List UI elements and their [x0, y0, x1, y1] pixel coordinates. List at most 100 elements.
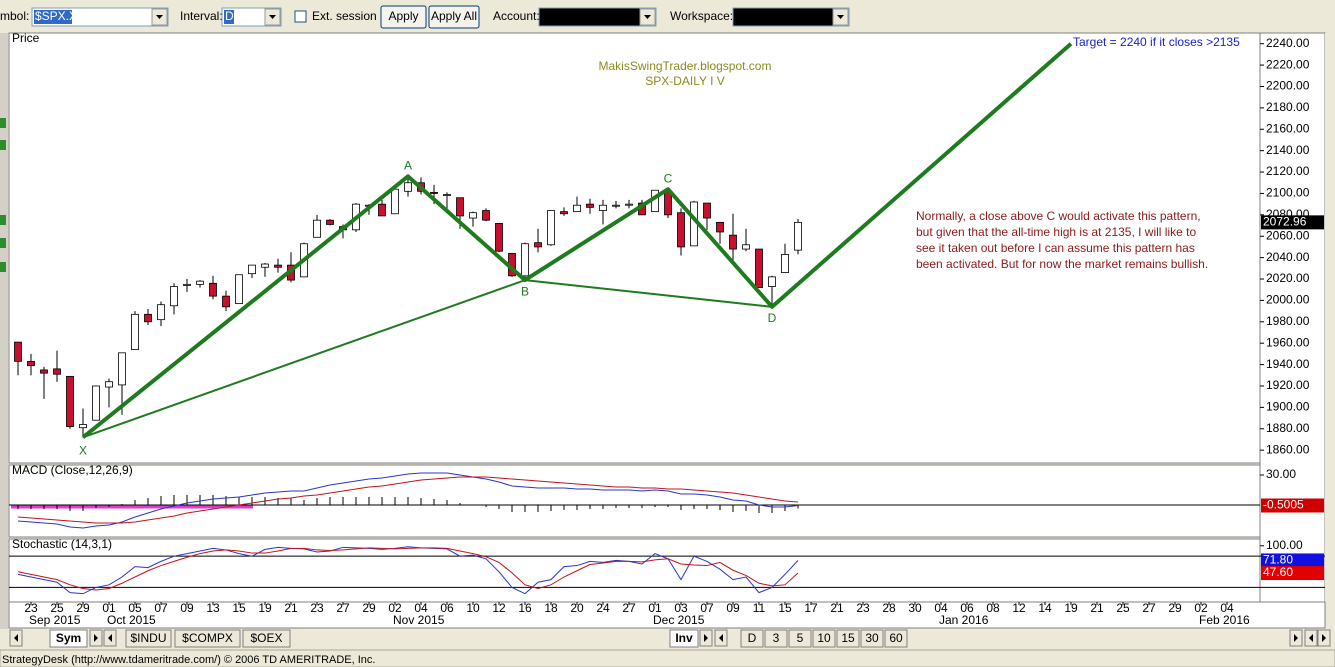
- symbol-tab[interactable]: [174, 629, 241, 648]
- interval-tab[interactable]: [764, 629, 788, 648]
- candle-body: [456, 197, 464, 217]
- candle-body: [404, 182, 412, 192]
- candle-body: [27, 360, 35, 367]
- interval-highlight: [224, 10, 234, 24]
- month-label: Dec 2015: [653, 613, 705, 627]
- x-tick-label: 16: [518, 601, 532, 615]
- x-tick-label: 04: [934, 601, 948, 615]
- candle-body: [157, 304, 165, 321]
- value-marker-label: 47.60: [1263, 565, 1293, 579]
- symbol-tab[interactable]: [49, 629, 88, 648]
- tool-icon[interactable]: [0, 215, 6, 225]
- candle-body: [534, 242, 542, 248]
- interval-tab-label[interactable]: 15: [841, 631, 855, 645]
- apply-button[interactable]: [380, 5, 427, 29]
- tool-icon[interactable]: [0, 238, 6, 248]
- y-tick-label: 2060.00: [1266, 228, 1310, 242]
- interval-tab[interactable]: [884, 629, 908, 648]
- value-marker: [1261, 553, 1324, 568]
- apply-all-button[interactable]: [428, 5, 480, 29]
- symbol-tab-label[interactable]: $OEX: [250, 631, 282, 645]
- x-tick-label: 07: [154, 601, 168, 615]
- tab-row: [0, 629, 1335, 648]
- x-tick-label: 24: [596, 601, 610, 615]
- x-tick-label: 09: [726, 601, 740, 615]
- candle-body: [781, 254, 789, 274]
- interval-tab-label[interactable]: 5: [797, 631, 804, 645]
- candle-body: [794, 221, 802, 251]
- interval-tab[interactable]: [860, 629, 884, 648]
- x-tick-label: 11: [753, 601, 766, 615]
- tool-icons: [0, 118, 6, 272]
- tool-icon[interactable]: [0, 140, 6, 150]
- symbol-tab[interactable]: [242, 629, 291, 648]
- symbol-tab-label[interactable]: $COMPX: [182, 631, 233, 645]
- y-tick-label: 2200.00: [1266, 79, 1310, 93]
- apply-text[interactable]: Apply: [388, 9, 418, 23]
- inv-tab-label[interactable]: Inv: [675, 631, 693, 645]
- date-axis: [8, 601, 1326, 629]
- candle-body: [79, 424, 87, 429]
- tool-icon[interactable]: [0, 118, 6, 128]
- ext-session-label[interactable]: Ext. session: [312, 9, 377, 23]
- account-box[interactable]: [538, 7, 657, 27]
- symbol-value[interactable]: $SPX.X: [35, 9, 77, 23]
- candle-body: [625, 203, 633, 206]
- candle-body: [547, 210, 555, 246]
- x-tick-label: 25: [50, 601, 64, 615]
- nav-arrow: [1294, 634, 1298, 642]
- x-tick-label: 29: [1168, 601, 1182, 615]
- candle-body: [482, 210, 490, 221]
- pattern-point-label: C: [664, 171, 673, 185]
- interval-tab[interactable]: [740, 629, 764, 648]
- checkbox[interactable]: [294, 10, 307, 23]
- interval-tab[interactable]: [836, 629, 860, 648]
- y-tick-label: 2120.00: [1266, 164, 1310, 178]
- y-tick-label: 2020.00: [1266, 271, 1310, 285]
- y-tick-label: 2040.00: [1266, 250, 1310, 264]
- candle-body: [313, 219, 321, 238]
- account-label: Account:: [493, 9, 540, 23]
- month-label: Oct 2015: [107, 613, 156, 627]
- macd-line: [17, 476, 799, 524]
- pattern-point-label: B: [521, 284, 529, 298]
- y-tick-label: 100.00: [1266, 538, 1303, 552]
- x-tick-label: 02: [1194, 601, 1208, 615]
- target-label: Target = 2240 if it closes >2135: [1073, 35, 1240, 49]
- candle-body: [586, 203, 594, 208]
- x-tick-label: 27: [336, 601, 350, 615]
- stochastic-panel: [8, 538, 1261, 603]
- x-tick-label: 17: [804, 601, 818, 615]
- value-marker: [1261, 498, 1324, 513]
- x-tick-label: 21: [284, 601, 298, 615]
- interval-tab[interactable]: [812, 629, 836, 648]
- x-tick-label: 28: [882, 601, 896, 615]
- x-tick-label: 15: [232, 601, 246, 615]
- x-tick-label: 10: [466, 601, 480, 615]
- apply-all-text[interactable]: Apply All: [431, 9, 477, 23]
- candle-body: [768, 276, 776, 287]
- candle-body: [274, 264, 282, 268]
- x-tick-label: 12: [492, 601, 506, 615]
- candle-body: [53, 368, 61, 375]
- interval-value[interactable]: D: [225, 9, 234, 23]
- interval-tab-label[interactable]: 3: [773, 631, 780, 645]
- interval-tab-label[interactable]: 30: [865, 631, 879, 645]
- interval-tab-label[interactable]: 10: [817, 631, 831, 645]
- symbol-tab[interactable]: [125, 629, 172, 648]
- x-tick-label: 06: [960, 601, 974, 615]
- macd-line: [17, 472, 799, 529]
- interval-tab[interactable]: [788, 629, 812, 648]
- tool-icon[interactable]: [0, 262, 6, 272]
- candle-body: [521, 243, 529, 277]
- workspace-box[interactable]: [732, 7, 850, 27]
- nav-arrow: [94, 634, 98, 642]
- interval-tab-label[interactable]: D: [748, 631, 757, 645]
- inv-tab[interactable]: [669, 629, 699, 648]
- candle-body: [378, 203, 386, 217]
- symbol-tab-label[interactable]: Sym: [56, 631, 81, 645]
- symbol-tab-label[interactable]: $INDU: [130, 631, 166, 645]
- annotation: been activated. But for now the market r…: [916, 257, 1208, 271]
- interval-tab-label[interactable]: 60: [889, 631, 903, 645]
- month-label: Feb 2016: [1199, 613, 1250, 627]
